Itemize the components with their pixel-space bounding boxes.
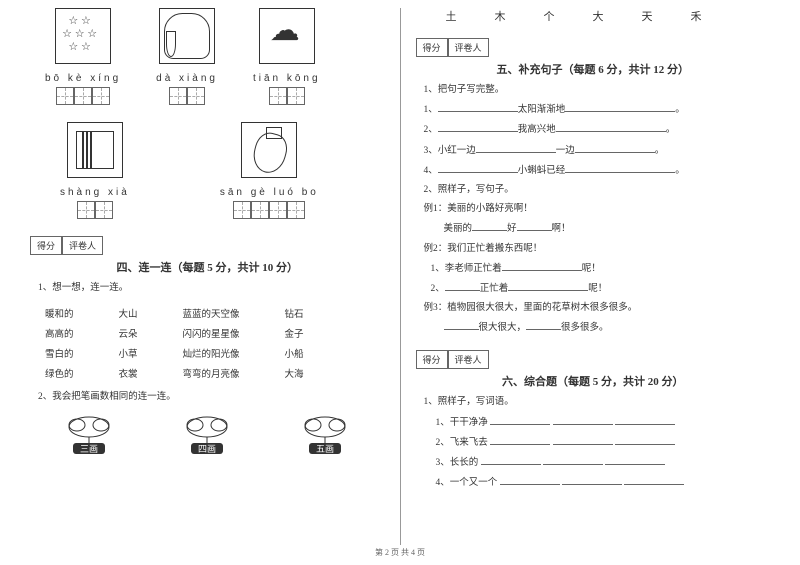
score-box: 得分 评卷人 (416, 350, 771, 369)
left-column: bō kè xíng dà xiàng tiān kōng shàng xià … (20, 8, 395, 545)
pinyin-label: dà xiàng (156, 73, 218, 84)
example-2: 例2：我们正忙着搬东西呢！ (424, 242, 771, 257)
flower-row: 三画 四画 五画 (30, 413, 385, 455)
char: 天 (642, 8, 653, 24)
match-item: 闪闪的星星像 (183, 326, 240, 340)
char: 木 (495, 8, 506, 24)
score-label: 得分 (30, 236, 62, 255)
match-col: 暖和的 高高的 雪白的 绿色的 (45, 300, 74, 386)
fill-line[interactable]: 1、李老师正忙着呢！ (431, 261, 771, 277)
fill-line[interactable]: 很大很大，很多很多。 (444, 320, 771, 336)
character-row: 土 木 个 大 天 禾 (446, 8, 771, 24)
section-5-title: 五、补充句子（每题 6 分，共计 12 分） (416, 61, 771, 77)
score-box: 得分 评卷人 (416, 38, 771, 57)
question-4-2: 2、我会把笔画数相同的连一连。 (38, 390, 385, 405)
flower-icon: 四画 (177, 413, 237, 455)
image-item: shàng xià (60, 122, 130, 222)
pinyin-label: shàng xià (60, 187, 130, 198)
grader-label: 评卷人 (62, 236, 103, 255)
elephant-icon (159, 8, 215, 64)
match-item: 小草 (119, 346, 138, 360)
char: 大 (593, 8, 604, 24)
svg-text:三画: 三画 (80, 444, 98, 454)
flower-icon: 三画 (59, 413, 119, 455)
fill-line[interactable]: 2、飞来飞去 (436, 435, 771, 451)
match-item: 大山 (119, 306, 138, 320)
example-1: 例1：美丽的小路好亮啊！ (424, 202, 771, 217)
fill-line[interactable]: 4、小蝌蚪已经。 (424, 163, 771, 179)
score-label: 得分 (416, 38, 448, 57)
book-icon (67, 122, 123, 178)
matching-exercise[interactable]: 暖和的 高高的 雪白的 绿色的 大山 云朵 小草 衣裳 蓝蓝的天空像 闪闪的星星… (45, 300, 385, 386)
stars-icon (55, 8, 111, 64)
fill-line[interactable]: 2、我高兴地。 (424, 122, 771, 138)
match-item: 大海 (285, 366, 304, 380)
example-3: 例3：植物园很大很大，里面的花草树木很多很多。 (424, 301, 771, 316)
match-item: 暖和的 (45, 306, 74, 320)
match-col: 钻石 金子 小船 大海 (285, 300, 304, 386)
image-item: bō kè xíng (45, 8, 121, 108)
question-4-1: 1、想一想，连一连。 (38, 281, 385, 296)
svg-text:四画: 四画 (198, 444, 216, 454)
match-item: 高高的 (45, 326, 74, 340)
match-item: 灿烂的阳光像 (183, 346, 240, 360)
char: 土 (446, 8, 457, 24)
match-item: 金子 (285, 326, 304, 340)
score-label: 得分 (416, 350, 448, 369)
fill-line[interactable]: 4、一个又一个 (436, 475, 771, 491)
question-5-2: 2、照样子，写句子。 (424, 183, 771, 198)
match-item: 钻石 (285, 306, 304, 320)
question-6-1: 1、照样子，写词语。 (424, 395, 771, 410)
flower-item: 四画 (177, 413, 237, 455)
pinyin-label: tiān kōng (253, 73, 321, 84)
flower-item: 三画 (59, 413, 119, 455)
section-4-title: 四、连一连（每题 5 分，共计 10 分） (30, 259, 385, 275)
page-footer: 第 2 页 共 4 页 (0, 547, 800, 558)
svg-text:五画: 五画 (316, 444, 334, 454)
writing-grid[interactable] (56, 87, 110, 105)
match-item: 小船 (285, 346, 304, 360)
section-6-title: 六、综合题（每题 5 分，共计 20 分） (416, 373, 771, 389)
score-box: 得分 评卷人 (30, 236, 385, 255)
carrot-icon (241, 122, 297, 178)
match-item: 雪白的 (45, 346, 74, 360)
cloud-icon (259, 8, 315, 64)
image-item: sān gè luó bo (220, 122, 319, 222)
match-item: 衣裳 (119, 366, 138, 380)
writing-grid[interactable] (77, 201, 113, 219)
char: 禾 (691, 8, 702, 24)
column-divider (400, 8, 401, 545)
fill-line[interactable]: 1、太阳渐渐地。 (424, 102, 771, 118)
pinyin-label: bō kè xíng (45, 73, 121, 84)
grader-label: 评卷人 (448, 38, 489, 57)
char: 个 (544, 8, 555, 24)
fill-line[interactable]: 2、正忙着呢！ (431, 281, 771, 297)
writing-grid[interactable] (233, 201, 305, 219)
fill-line[interactable]: 3、小红一边一边。 (424, 143, 771, 159)
match-item: 绿色的 (45, 366, 74, 380)
question-5-1: 1、把句子写完整。 (424, 83, 771, 98)
fill-line[interactable]: 3、长长的 (436, 455, 771, 471)
flower-item: 五画 (295, 413, 355, 455)
match-item: 蓝蓝的天空像 (183, 306, 240, 320)
image-row-1: bō kè xíng dà xiàng tiān kōng (45, 8, 385, 108)
writing-grid[interactable] (269, 87, 305, 105)
match-item: 弯弯的月亮像 (183, 366, 240, 380)
pinyin-label: sān gè luó bo (220, 187, 319, 198)
image-row-2: shàng xià sān gè luó bo (60, 122, 385, 222)
grader-label: 评卷人 (448, 350, 489, 369)
match-col: 大山 云朵 小草 衣裳 (119, 300, 138, 386)
fill-line[interactable]: 1、干干净净 (436, 415, 771, 431)
fill-line[interactable]: 美丽的好啊！ (444, 221, 771, 237)
flower-icon: 五画 (295, 413, 355, 455)
match-item: 云朵 (119, 326, 138, 340)
right-column: 土 木 个 大 天 禾 得分 评卷人 五、补充句子（每题 6 分，共计 12 分… (406, 8, 781, 545)
match-col: 蓝蓝的天空像 闪闪的星星像 灿烂的阳光像 弯弯的月亮像 (183, 300, 240, 386)
writing-grid[interactable] (169, 87, 205, 105)
image-item: dà xiàng (156, 8, 218, 108)
image-item: tiān kōng (253, 8, 321, 108)
